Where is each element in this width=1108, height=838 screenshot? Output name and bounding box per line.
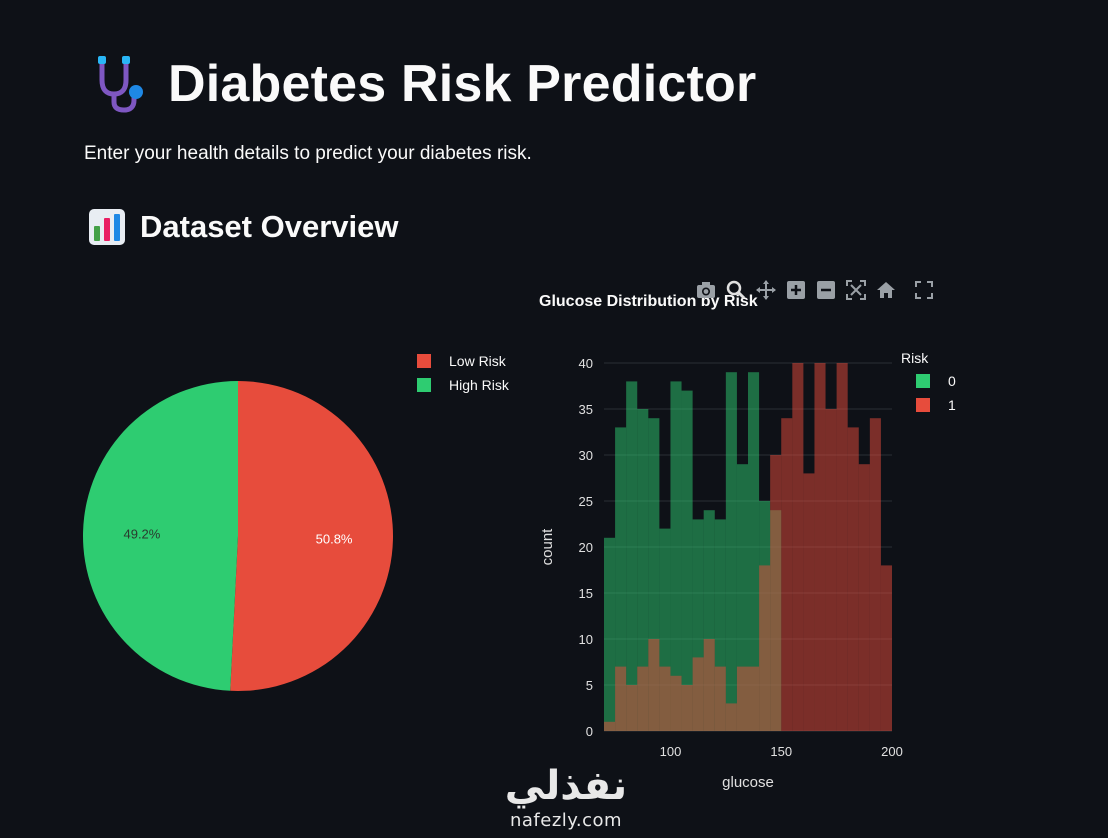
histogram-bar-risk-1[interactable] <box>725 703 737 731</box>
histogram-bar-risk-0[interactable] <box>670 381 682 731</box>
legend-label[interactable]: 1 <box>948 397 956 413</box>
histogram-bar-risk-1[interactable] <box>858 464 870 731</box>
fullscreen-icon[interactable] <box>912 278 936 302</box>
stethoscope-icon <box>98 56 143 113</box>
title-row: Diabetes Risk Predictor <box>88 52 756 116</box>
pie-chart[interactable]: 50.8% 49.2% Low Risk High Risk <box>70 340 530 740</box>
watermark: نفذلي nafezly.com <box>486 762 646 831</box>
histogram-bar-risk-0[interactable] <box>725 372 737 731</box>
legend-swatch[interactable] <box>916 398 930 412</box>
x-tick-label: 100 <box>660 744 682 759</box>
histogram-bar-risk-1[interactable] <box>615 666 627 731</box>
pie-legend-label[interactable]: High Risk <box>449 377 510 393</box>
y-tick-label: 25 <box>579 494 593 509</box>
histogram-bar-risk-1[interactable] <box>847 427 859 731</box>
histogram-bar-risk-1[interactable] <box>681 685 693 731</box>
pie-legend-swatch[interactable] <box>417 354 431 368</box>
x-tick-label: 200 <box>881 744 903 759</box>
section-header: Dataset Overview <box>88 208 398 246</box>
histogram-bar-risk-1[interactable] <box>825 409 837 731</box>
y-tick-label: 5 <box>586 678 593 693</box>
histogram-bar-risk-1[interactable] <box>626 685 638 731</box>
bar-chart-icon <box>89 209 125 245</box>
histogram-bar-risk-1[interactable] <box>637 666 649 731</box>
y-tick-label: 10 <box>579 632 593 647</box>
histogram-bar-risk-0[interactable] <box>748 372 760 731</box>
y-tick-label: 40 <box>579 356 593 371</box>
autoscale-icon[interactable] <box>844 278 868 302</box>
histogram-bar-risk-0[interactable] <box>659 528 671 731</box>
pie-slice-low-risk[interactable] <box>230 381 393 691</box>
page-subtitle: Enter your health details to predict you… <box>84 143 532 164</box>
histogram-chart[interactable]: Glucose Distribution by Risk051015202530… <box>530 270 970 810</box>
histogram-bar-risk-0[interactable] <box>714 519 726 731</box>
histogram-bar-risk-0[interactable] <box>736 464 748 731</box>
y-tick-label: 30 <box>579 448 593 463</box>
histogram-bar-risk-1[interactable] <box>814 363 826 731</box>
histogram-panel: Glucose Distribution by Risk 0 5 10 15 20 25 30… <box>530 270 970 810</box>
histogram-bar-risk-0[interactable] <box>604 537 616 731</box>
histogram-bar-risk-1[interactable] <box>880 565 892 731</box>
histogram-bar-risk-1[interactable] <box>836 363 848 731</box>
histogram-bar-risk-1[interactable] <box>648 639 660 731</box>
pie-legend-swatch[interactable] <box>417 378 431 392</box>
histogram-bar-risk-1[interactable] <box>792 363 804 731</box>
reset-axes-icon[interactable] <box>874 278 898 302</box>
histogram-bar-risk-0[interactable] <box>681 390 693 731</box>
x-tick-label: 150 <box>770 744 792 759</box>
pie-percent-label: 50.8% <box>316 531 353 546</box>
pie-chart-panel: 50.8% 49.2% Low Risk High Risk <box>70 340 530 740</box>
legend-label[interactable]: 0 <box>948 373 956 389</box>
y-axis-label: count <box>539 528 556 566</box>
y-tick-label: 15 <box>579 586 593 601</box>
histogram-bar-risk-1[interactable] <box>759 565 771 731</box>
histogram-bar-risk-1[interactable] <box>692 657 704 731</box>
legend-title: Risk <box>901 350 929 366</box>
histogram-bar-risk-1[interactable] <box>670 675 682 731</box>
histogram-bar-risk-0[interactable] <box>615 427 627 731</box>
camera-icon[interactable] <box>694 278 718 302</box>
histogram-bar-risk-0[interactable] <box>692 519 704 731</box>
pie-legend-label[interactable]: Low Risk <box>449 353 507 369</box>
watermark-arabic: نفذلي <box>504 763 628 809</box>
histogram-bar-risk-1[interactable] <box>736 666 748 731</box>
histogram-bar-risk-1[interactable] <box>714 666 726 731</box>
histogram-bar-risk-0[interactable] <box>703 510 715 731</box>
y-tick-label: 20 <box>579 540 593 555</box>
histogram-bar-risk-1[interactable] <box>659 666 671 731</box>
watermark-latin: nafezly.com <box>509 810 623 831</box>
pie-percent-label: 49.2% <box>123 527 160 542</box>
histogram-bar-risk-1[interactable] <box>604 721 616 731</box>
histogram-bar-risk-1[interactable] <box>781 418 793 731</box>
zoom-icon[interactable] <box>724 278 748 302</box>
histogram-bar-risk-0[interactable] <box>637 409 649 731</box>
histogram-bar-risk-1[interactable] <box>770 455 782 731</box>
histogram-bar-risk-0[interactable] <box>648 418 660 731</box>
y-tick-label: 35 <box>579 402 593 417</box>
x-axis-label: glucose <box>722 774 774 791</box>
chart-toolbar <box>694 278 936 302</box>
histogram-bar-risk-1[interactable] <box>703 639 715 731</box>
pie-slice-high-risk[interactable] <box>83 381 238 691</box>
legend-swatch[interactable] <box>916 374 930 388</box>
histogram-bar-risk-1[interactable] <box>748 666 760 731</box>
section-title: Dataset Overview <box>140 209 399 244</box>
histogram-bar-risk-1[interactable] <box>803 473 815 731</box>
pan-icon[interactable] <box>754 278 778 302</box>
page-title: Diabetes Risk Predictor <box>168 55 757 113</box>
histogram-bar-risk-1[interactable] <box>869 418 881 731</box>
histogram-bar-risk-0[interactable] <box>626 381 638 731</box>
zoom-out-icon[interactable] <box>814 278 838 302</box>
y-tick-label: 0 <box>586 724 593 739</box>
zoom-in-icon[interactable] <box>784 278 808 302</box>
